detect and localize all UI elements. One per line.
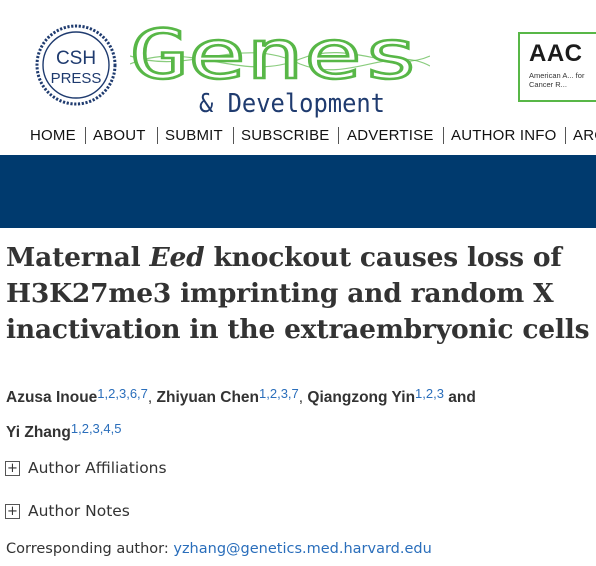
author-name[interactable]: Yi Zhang: [6, 424, 71, 441]
expand-plus-icon[interactable]: +: [5, 460, 20, 476]
nav-divider: [157, 127, 158, 144]
nav-divider: [443, 127, 444, 144]
nav-archive[interactable]: ARC: [573, 127, 596, 144]
expand-plus-icon[interactable]: +: [5, 503, 20, 519]
genes-development-logo[interactable]: Genes & Development: [130, 14, 430, 124]
nav-subscribe[interactable]: SUBSCRIBE: [241, 127, 330, 144]
author-separator: ,: [298, 389, 308, 406]
journal-subtitle: & Development: [199, 89, 385, 119]
author-separator: ,: [147, 389, 157, 406]
article-title: Maternal Eed knockout causes loss of H3K…: [6, 240, 596, 348]
author-list: Azusa Inoue1,2,3,6,7, Zhiyuan Chen1,2,3,…: [6, 378, 591, 448]
nav-divider: [85, 127, 86, 144]
corresponding-author: Corresponding author: yzhang@genetics.me…: [6, 541, 432, 557]
nav-home[interactable]: HOME: [30, 127, 76, 144]
nav-author-info[interactable]: AUTHOR INFO: [451, 127, 557, 144]
nav-divider: [565, 127, 566, 144]
corresponding-author-email-link[interactable]: yzhang@genetics.med.harvard.edu: [173, 541, 432, 557]
author-separator: and: [443, 389, 476, 406]
aacr-ad-banner[interactable]: AAC American A... for Cancer R...: [518, 32, 596, 102]
title-text: Maternal: [6, 242, 150, 273]
title-text: knockout causes loss of H3K27me3 imprint…: [6, 242, 590, 345]
header-band: [0, 155, 596, 228]
author-notes-toggle[interactable]: + Author Notes: [5, 502, 130, 520]
author-affiliations-toggle[interactable]: + Author Affiliations: [5, 459, 167, 477]
site-header: CSH PRESS Genes & Development AAC Americ…: [0, 0, 596, 120]
nav-divider: [338, 127, 339, 144]
nav-submit[interactable]: SUBMIT: [165, 127, 223, 144]
nav-advertise[interactable]: ADVERTISE: [347, 127, 434, 144]
author-name[interactable]: Azusa Inoue: [6, 389, 98, 406]
author-name[interactable]: Qiangzong Yin: [307, 389, 416, 406]
author-notes-label[interactable]: Author Notes: [28, 502, 130, 520]
cshl-logo-text-top: CSH: [56, 48, 96, 69]
nav-about[interactable]: ABOUT: [93, 127, 146, 144]
banner-subtitle: American A... for Cancer R...: [529, 71, 585, 89]
title-gene-name: Eed: [149, 242, 205, 273]
nav-divider: [233, 127, 234, 144]
author-affiliation-refs[interactable]: 1,2,3,7: [259, 386, 299, 401]
cshl-logo-text-bottom: PRESS: [51, 70, 102, 87]
author-affiliation-refs[interactable]: 1,2,3: [415, 386, 444, 401]
cshl-press-logo[interactable]: CSH PRESS: [34, 23, 118, 107]
author-affiliation-refs[interactable]: 1,2,3,6,7: [97, 386, 148, 401]
main-nav: HOME ABOUT SUBMIT SUBSCRIBE ADVERTISE AU…: [0, 124, 596, 148]
banner-title: AAC: [529, 40, 583, 67]
author-affiliation-refs[interactable]: 1,2,3,4,5: [70, 421, 122, 436]
corresponding-author-label: Corresponding author:: [6, 541, 174, 557]
author-affiliations-label[interactable]: Author Affiliations: [28, 459, 167, 477]
journal-name: Genes: [130, 16, 420, 95]
author-name[interactable]: Zhiyuan Chen: [156, 389, 260, 406]
